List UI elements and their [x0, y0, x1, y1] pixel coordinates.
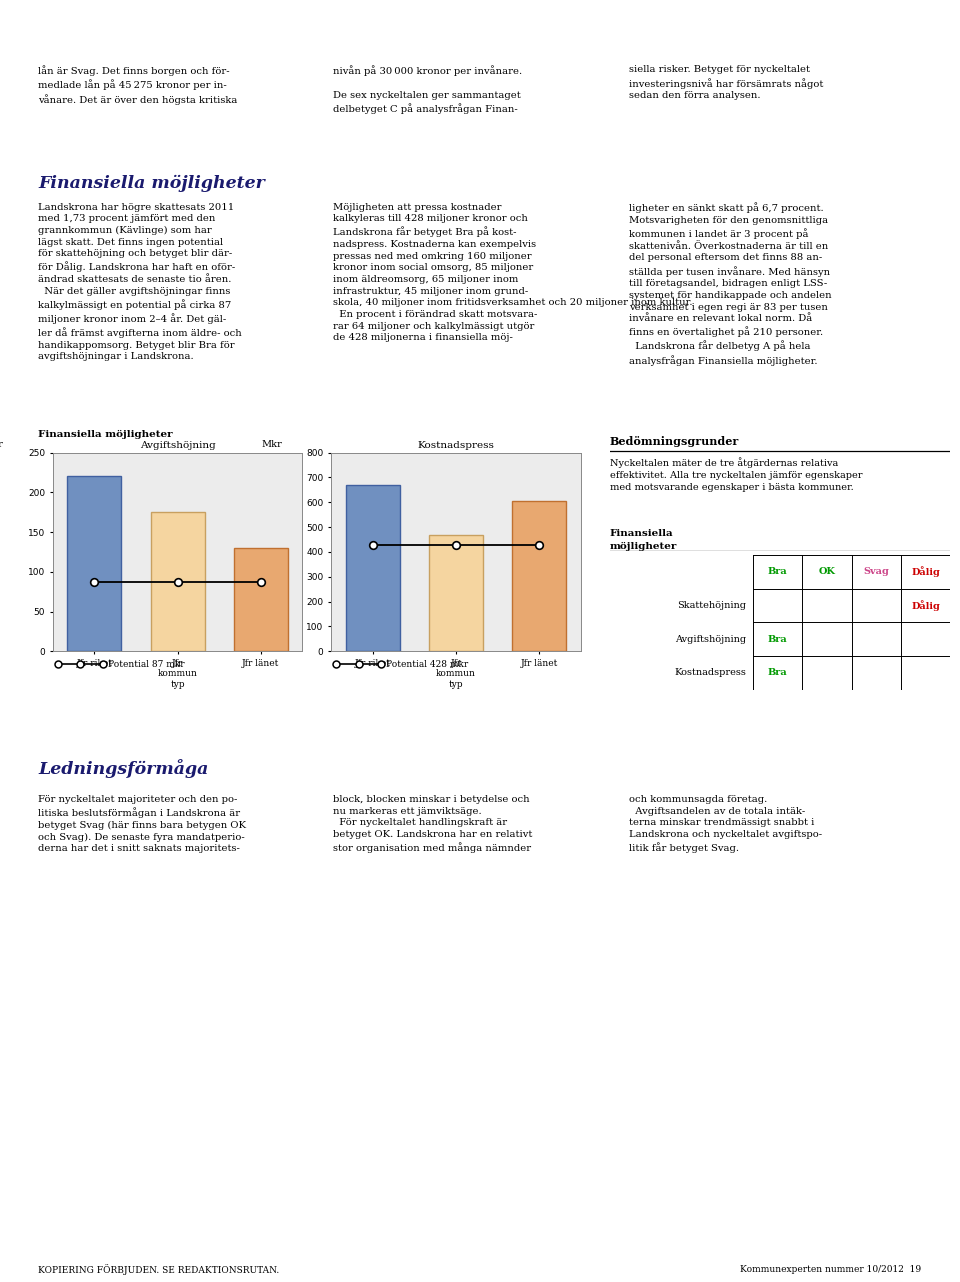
Text: För nyckeltalet majoriteter och den po-
litiska beslutsförmågan i Landskrona är
: För nyckeltalet majoriteter och den po- … [38, 795, 247, 854]
Bar [67, 477, 121, 651]
Text: och kommunsagda företag.
  Avgiftsandelen av de totala intäk-
terna minskar tren: och kommunsagda företag. Avgiftsandelen … [629, 795, 822, 853]
Text: Landskrona: Landskrona [801, 15, 929, 33]
Text: block, blocken minskar i betydelse och
nu markeras ett jämviktsäge.
  För nyckel: block, blocken minskar i betydelse och n… [333, 795, 533, 853]
Text: Mkr: Mkr [0, 440, 4, 449]
Text: Bedömningsgrunder: Bedömningsgrunder [610, 436, 739, 446]
Text: Bra: Bra [768, 668, 787, 677]
Text: Mkr: Mkr [261, 440, 282, 449]
Text: Dålig: Dålig [911, 567, 940, 577]
Text: Nyckeltalen mäter de tre åtgärdernas relativa
effektivitet. Alla tre nyckeltalen: Nyckeltalen mäter de tre åtgärdernas rel… [610, 456, 862, 492]
Text: Svag: Svag [863, 568, 889, 577]
Text: Möjligheten att pressa kostnader
kalkyleras till 428 miljoner kronor och
Landskr: Möjligheten att pressa kostnader kalkyle… [333, 203, 692, 342]
Bar [151, 512, 204, 651]
Text: Ledningsförmåga: Ledningsförmåga [38, 759, 208, 778]
Bar [429, 535, 483, 651]
Bar [234, 547, 288, 651]
Text: lån är Svag. Det finns borgen och för-
medlade lån på 45 275 kronor per in-
våna: lån är Svag. Det finns borgen och för- m… [38, 65, 238, 105]
Text: siella risker. Betyget för nyckeltalet
investeringsnivå har försämrats något
sed: siella risker. Betyget för nyckeltalet i… [629, 65, 823, 100]
Title: Avgiftshöjning: Avgiftshöjning [140, 441, 215, 450]
Title: Kostnadspress: Kostnadspress [418, 441, 494, 450]
Text: Kostnadspress: Kostnadspress [674, 668, 746, 677]
Text: Finansiella möjligheter: Finansiella möjligheter [38, 176, 265, 192]
Text: Finansiella möjligheter: Finansiella möjligheter [38, 429, 173, 440]
Text: Dålig: Dålig [911, 600, 940, 612]
Text: möjligheter: möjligheter [610, 542, 677, 551]
Text: Bra: Bra [768, 635, 787, 644]
Text: Skattehöjning: Skattehöjning [677, 601, 746, 610]
Text: Landskrona har högre skattesats 2011
med 1,73 procent jämfört med den
grannkommu: Landskrona har högre skattesats 2011 med… [38, 203, 242, 362]
Bar [346, 485, 399, 651]
Text: Bra: Bra [768, 568, 787, 577]
Text: Potential 87 mkr: Potential 87 mkr [108, 659, 184, 669]
Text: nivån på 30 000 kronor per invånare.

De sex nyckeltalen ger sammantaget
delbety: nivån på 30 000 kronor per invånare. De … [333, 65, 522, 114]
Bar [513, 501, 566, 651]
Text: OK: OK [819, 568, 835, 577]
Text: Potential 428 mkr: Potential 428 mkr [386, 659, 468, 669]
Text: Kommunexperten nummer 10/2012  19: Kommunexperten nummer 10/2012 19 [740, 1264, 922, 1274]
Text: Finansiella: Finansiella [610, 528, 673, 537]
Text: ligheter en sänkt skatt på 6,7 procent.
Motsvarigheten för den genomsnittliga
ko: ligheter en sänkt skatt på 6,7 procent. … [629, 203, 831, 365]
Text: KOPIERING FÖRBJUDEN. SE REDAKTIONSRUTAN.: KOPIERING FÖRBJUDEN. SE REDAKTIONSRUTAN. [38, 1264, 279, 1274]
Text: Avgiftshöjning: Avgiftshöjning [675, 635, 746, 644]
